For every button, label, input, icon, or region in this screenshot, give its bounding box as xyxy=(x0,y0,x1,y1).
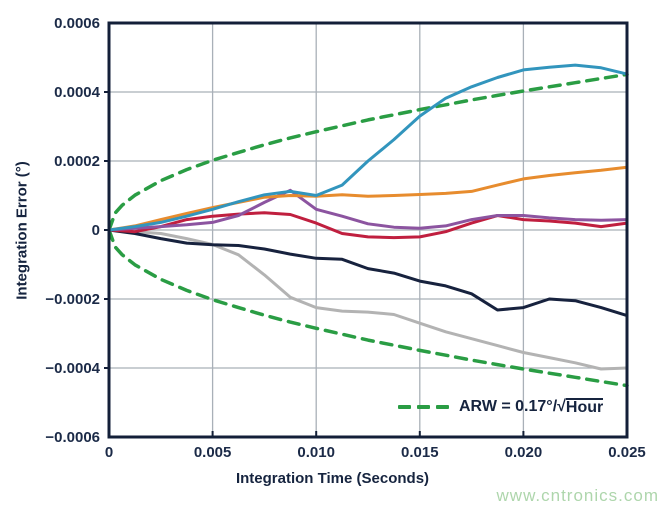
y-tick-label: 0.0006 xyxy=(54,15,100,32)
gridlines xyxy=(109,23,627,437)
x-tick-label: 0.025 xyxy=(608,444,646,461)
series-red xyxy=(107,211,629,240)
y-tick-labels: 0.0006 0.0004 0.0002 0 −0.0002 −0.0004 −0.0006 xyxy=(45,15,100,446)
legend: ARW = 0.17°/√ Hour xyxy=(398,398,604,417)
legend-label: ARW = 0.17°/√ Hour xyxy=(459,398,604,416)
x-tick-label: 0.005 xyxy=(194,444,232,461)
y-axis-title: Integration Error (°) xyxy=(13,161,31,300)
sqrt-sign: √ xyxy=(557,398,566,415)
series-orange xyxy=(107,165,629,232)
series-cyan xyxy=(107,63,629,232)
x-tick-label: 0 xyxy=(105,444,113,461)
x-tick-label: 0.020 xyxy=(505,444,543,461)
x-tick-label: 0.010 xyxy=(297,444,335,461)
y-tick-label: 0.0002 xyxy=(54,153,100,170)
sqrt-arg: Hour xyxy=(565,398,604,416)
y-tick-label: −0.0004 xyxy=(45,360,100,377)
series-navy xyxy=(107,228,629,318)
series-purple xyxy=(107,188,629,232)
y-tick-label: 0.0004 xyxy=(54,84,101,101)
series-lines xyxy=(107,63,629,388)
y-tick-label: −0.0002 xyxy=(45,291,100,308)
series-gray xyxy=(107,228,629,371)
x-tick-label: 0.015 xyxy=(401,444,439,461)
y-tick-label: −0.0006 xyxy=(45,429,100,446)
watermark: www.cntronics.com xyxy=(496,486,659,505)
axis-ticks xyxy=(104,91,525,437)
y-tick-label: 0 xyxy=(92,222,100,239)
x-axis-title: Integration Time (Seconds) xyxy=(235,470,430,487)
series-arw-envelope-lower xyxy=(107,228,629,388)
series-arw-envelope-upper xyxy=(107,72,629,232)
x-tick-labels: 0 0.005 0.010 0.015 0.020 0.025 xyxy=(105,444,646,461)
legend-dash-swatch xyxy=(398,405,449,410)
